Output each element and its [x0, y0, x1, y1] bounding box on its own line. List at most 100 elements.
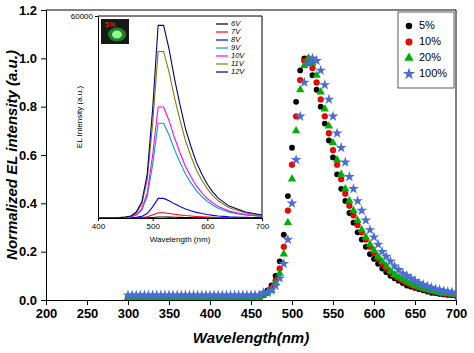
x-tick-mark [87, 300, 88, 305]
x-tick-mark [251, 300, 252, 305]
x-tick-label: 600 [201, 222, 215, 231]
data-point [342, 191, 348, 197]
x-tick-label: 200 [36, 306, 58, 321]
legend-label: 10% [419, 35, 441, 47]
legend-box [398, 12, 454, 88]
series [125, 55, 456, 300]
y-tick-mark [95, 16, 98, 17]
legend-label: 20% [419, 51, 441, 63]
data-point [321, 104, 329, 111]
x-tick-label: 500 [282, 306, 304, 321]
x-tick: 200 [36, 300, 58, 321]
y-tick: 60000 [71, 12, 98, 21]
data-point [333, 155, 341, 162]
photo-glow-core [112, 31, 122, 39]
data-point [337, 170, 345, 177]
y-tick-mark [41, 155, 46, 156]
y-tick-label: 0.0 [19, 293, 37, 308]
frame-right [456, 10, 457, 300]
x-tick-mark [333, 300, 334, 305]
x-axis: 200250300350400450500550600650700 [36, 300, 468, 321]
x-tick: 350 [159, 300, 181, 321]
chart-svg: 2002503003504004505005506006507000.00.20… [0, 0, 474, 353]
y-axis-title: EL Intensity (a.u.) [75, 85, 84, 148]
data-point [274, 273, 285, 283]
legend-swatch [216, 31, 228, 32]
data-point [334, 162, 340, 168]
x-tick-mark [415, 300, 416, 305]
y-tick-mark [41, 300, 46, 301]
x-tick-label: 400 [200, 306, 222, 321]
data-point [293, 99, 299, 105]
series [125, 55, 456, 300]
x-tick-label: 300 [118, 306, 140, 321]
x-tick: 500 [146, 218, 160, 231]
series [124, 54, 456, 300]
series [98, 107, 262, 218]
data-point [319, 79, 330, 89]
x-tick: 400 [200, 300, 222, 321]
x-tick: 450 [241, 300, 263, 321]
series-line [98, 123, 262, 218]
legend-swatch [216, 23, 228, 24]
legend-swatch [403, 68, 415, 80]
data-point [288, 174, 296, 181]
x-tick-mark [210, 300, 211, 305]
data-point [315, 65, 326, 75]
data-point [344, 171, 355, 181]
data-point [349, 206, 357, 213]
data-point [336, 142, 347, 152]
x-tick-mark [456, 300, 457, 305]
data-point [299, 77, 310, 87]
series-line [98, 107, 262, 218]
legend: 5%10%20%100% [398, 12, 454, 88]
x-tick-mark [46, 300, 47, 305]
x-tick: 600 [364, 300, 386, 321]
legend-swatch [216, 71, 228, 72]
data-point [326, 130, 332, 136]
data-point [278, 258, 289, 268]
x-tick-label: 450 [241, 306, 263, 321]
y-tick-label: 0.6 [19, 148, 37, 163]
series [98, 51, 262, 218]
data-point [338, 176, 344, 182]
data-point [281, 244, 287, 250]
x-tick: 700 [256, 218, 270, 231]
x-tick-mark [128, 300, 129, 305]
x-tick: 600 [201, 218, 215, 231]
legend: 6V7V8V9V10V11V12V [216, 19, 245, 76]
plot-area [98, 25, 262, 218]
data-point [352, 195, 363, 205]
y-axis-line [46, 11, 47, 301]
y-tick-mark [41, 203, 46, 204]
y-tick-label: 1.0 [19, 51, 37, 66]
data-point [322, 113, 328, 119]
y-tick-mark [41, 58, 46, 59]
y-axis-line [98, 17, 99, 219]
data-point [295, 111, 306, 121]
data-point [287, 198, 298, 208]
data-point [314, 80, 320, 86]
chart-container: 2002503003504004505005506006507000.00.20… [0, 0, 474, 353]
y-tick: 1.0 [19, 51, 46, 66]
x-tick: 550 [323, 300, 345, 321]
x-axis-title: Wavelength (nm) [150, 235, 211, 244]
x-tick-label: 600 [364, 306, 386, 321]
device-photo [101, 19, 129, 44]
data-point [292, 126, 300, 133]
x-tick-mark [262, 218, 263, 221]
y-tick-label: 0.4 [19, 196, 38, 211]
data-point [360, 215, 371, 225]
data-point [451, 287, 456, 297]
x-tick: 300 [118, 300, 140, 321]
data-point [284, 218, 292, 225]
x-axis-title: Wavelength(nm) [193, 329, 309, 346]
data-point [317, 87, 325, 94]
data-point [289, 145, 295, 151]
y-tick-label: 0.2 [19, 244, 37, 259]
x-tick: 700 [446, 300, 468, 321]
data-point [296, 85, 304, 92]
x-tick-mark [207, 218, 208, 221]
data-point [356, 205, 367, 215]
y-axis: 0.00.20.40.60.81.01.2 [19, 3, 47, 308]
